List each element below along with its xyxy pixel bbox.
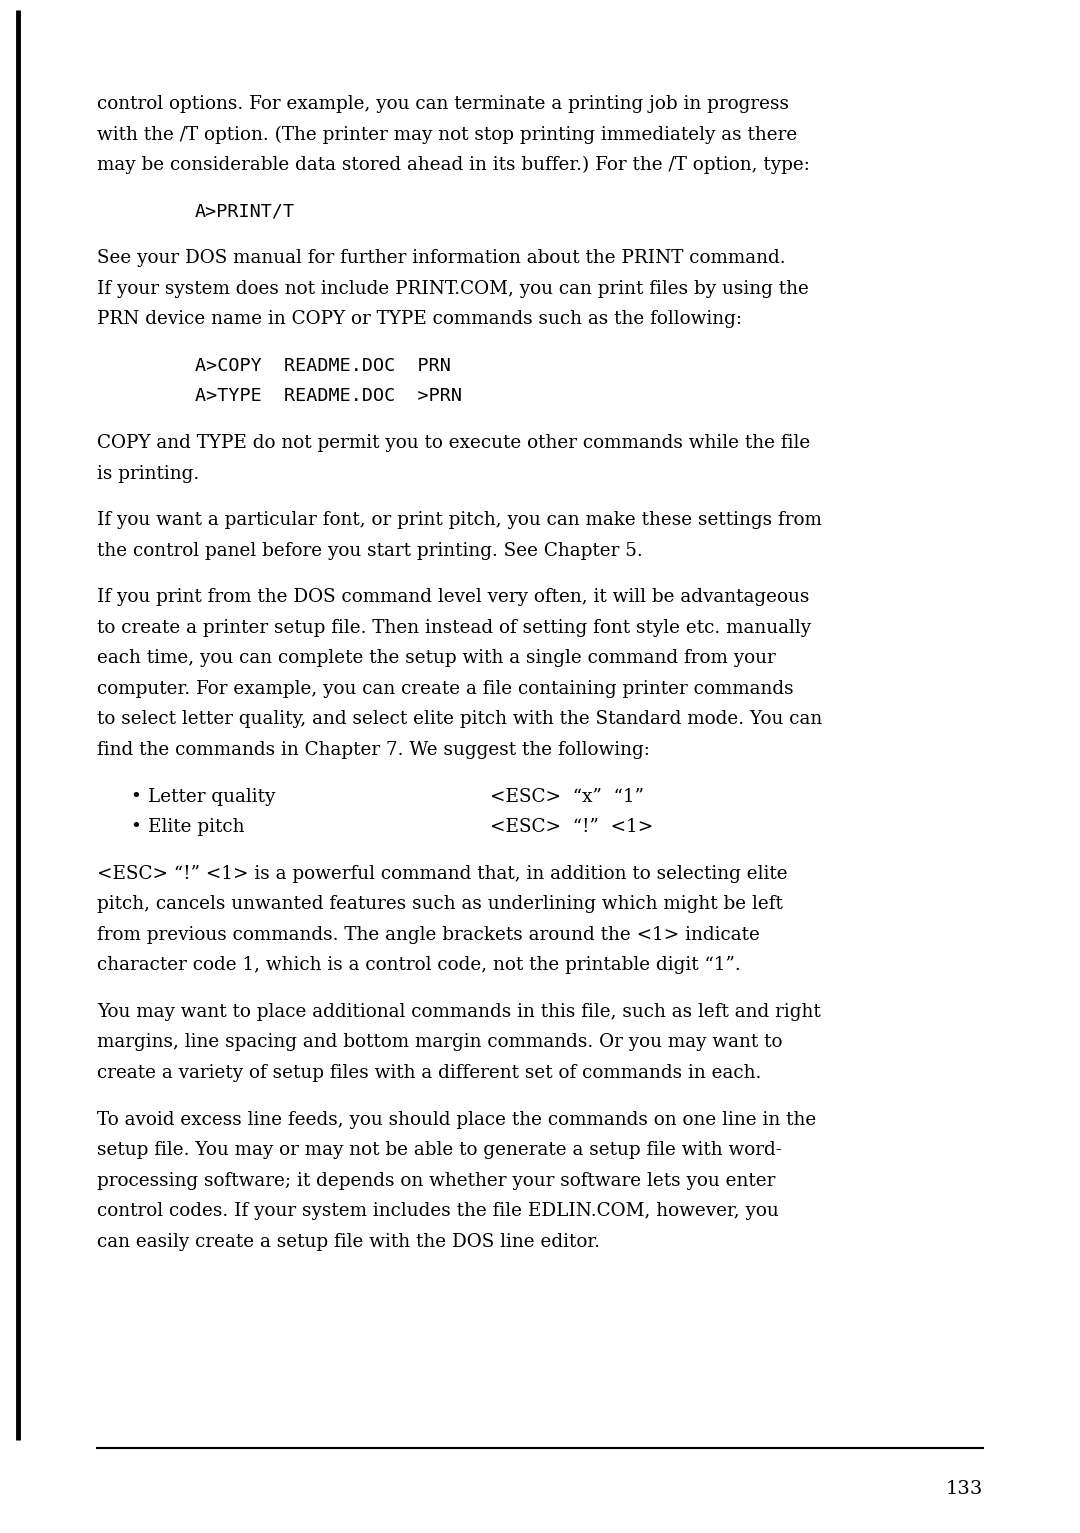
Text: setup file. You may or may not be able to generate a setup file with word-: setup file. You may or may not be able t… [97, 1141, 782, 1159]
Text: create a variety of setup files with a different set of commands in each.: create a variety of setup files with a d… [97, 1064, 761, 1082]
Text: 133: 133 [946, 1479, 983, 1498]
Text: character code 1, which is a control code, not the printable digit “1”.: character code 1, which is a control cod… [97, 957, 741, 975]
Text: PRN device name in COPY or TYPE commands such as the following:: PRN device name in COPY or TYPE commands… [97, 310, 742, 328]
Text: control options. For example, you can terminate a printing job in progress: control options. For example, you can te… [97, 95, 789, 113]
Text: is printing.: is printing. [97, 464, 199, 483]
Text: If you print from the DOS command level very often, it will be advantageous: If you print from the DOS command level … [97, 589, 809, 606]
Text: Letter quality: Letter quality [148, 788, 275, 805]
Text: the control panel before you start printing. See Chapter 5.: the control panel before you start print… [97, 541, 643, 560]
Text: See your DOS manual for further information about the PRINT command.: See your DOS manual for further informat… [97, 250, 785, 267]
Text: Elite pitch: Elite pitch [148, 819, 244, 835]
Text: <ESC>  “x”  “1”: <ESC> “x” “1” [490, 788, 644, 805]
Text: COPY and TYPE do not permit you to execute other commands while the file: COPY and TYPE do not permit you to execu… [97, 434, 810, 452]
Text: each time, you can complete the setup with a single command from your: each time, you can complete the setup wi… [97, 650, 775, 667]
Text: from previous commands. The angle brackets around the <1> indicate: from previous commands. The angle bracke… [97, 926, 760, 944]
Text: may be considerable data stored ahead in its buffer.) For the /T option, type:: may be considerable data stored ahead in… [97, 156, 810, 175]
Text: You may want to place additional commands in this file, such as left and right: You may want to place additional command… [97, 1003, 821, 1021]
Text: find the commands in Chapter 7. We suggest the following:: find the commands in Chapter 7. We sugge… [97, 740, 650, 759]
Text: computer. For example, you can create a file containing printer commands: computer. For example, you can create a … [97, 681, 794, 698]
Text: A>PRINT/T: A>PRINT/T [195, 202, 295, 221]
Text: can easily create a setup file with the DOS line editor.: can easily create a setup file with the … [97, 1233, 600, 1251]
Text: A>TYPE  README.DOC  >PRN: A>TYPE README.DOC >PRN [195, 388, 462, 405]
Text: margins, line spacing and bottom margin commands. Or you may want to: margins, line spacing and bottom margin … [97, 1033, 783, 1052]
Text: control codes. If your system includes the file EDLIN.COM, however, you: control codes. If your system includes t… [97, 1202, 779, 1220]
Text: A>COPY  README.DOC  PRN: A>COPY README.DOC PRN [195, 357, 450, 376]
Text: to create a printer setup file. Then instead of setting font style etc. manually: to create a printer setup file. Then ins… [97, 619, 811, 636]
Text: <ESC>  “!”  <1>: <ESC> “!” <1> [490, 819, 653, 835]
Text: If you want a particular font, or print pitch, you can make these settings from: If you want a particular font, or print … [97, 510, 822, 529]
Text: to select letter quality, and select elite pitch with the Standard mode. You can: to select letter quality, and select eli… [97, 710, 822, 728]
Text: with the /T option. (The printer may not stop printing immediately as there: with the /T option. (The printer may not… [97, 126, 797, 144]
Text: To avoid excess line feeds, you should place the commands on one line in the: To avoid excess line feeds, you should p… [97, 1110, 816, 1128]
Text: •: • [130, 788, 140, 805]
Text: processing software; it depends on whether your software lets you enter: processing software; it depends on wheth… [97, 1171, 775, 1190]
Text: <ESC> “!” <1> is a powerful command that, in addition to selecting elite: <ESC> “!” <1> is a powerful command that… [97, 865, 787, 883]
Text: •: • [130, 819, 140, 835]
Text: If your system does not include PRINT.COM, you can print files by using the: If your system does not include PRINT.CO… [97, 281, 809, 297]
Text: pitch, cancels unwanted features such as underlining which might be left: pitch, cancels unwanted features such as… [97, 895, 783, 914]
